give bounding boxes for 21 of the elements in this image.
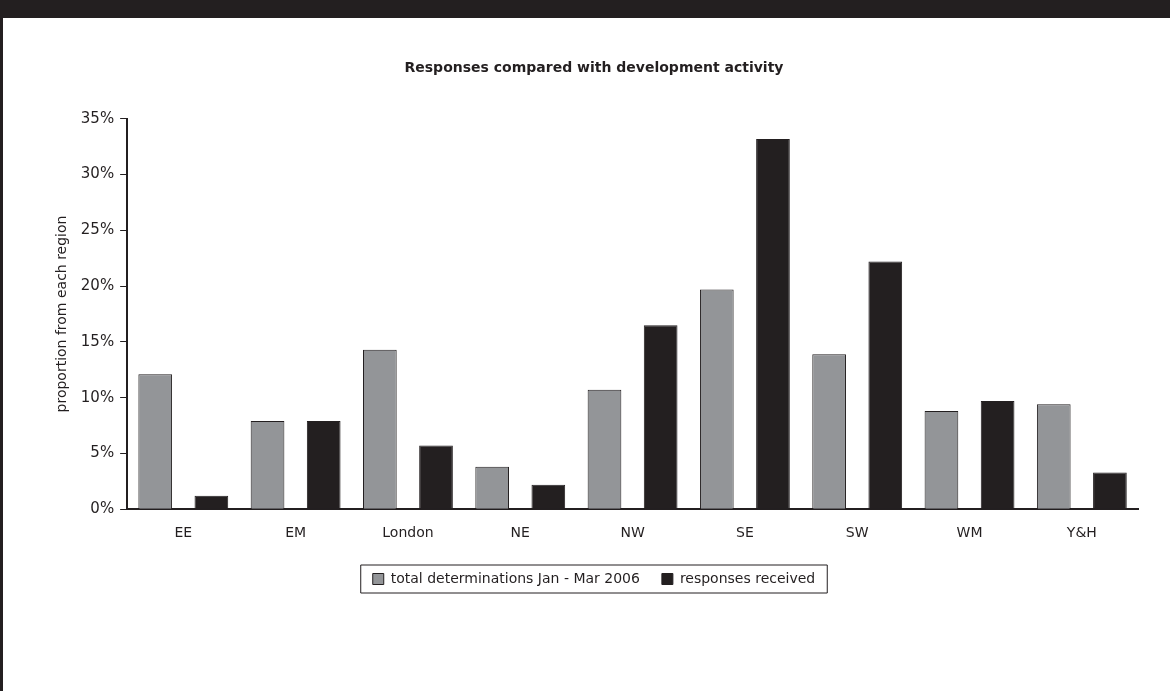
legend-label: responses received [679, 569, 816, 586]
chart-title: Responses compared with development activity [404, 59, 784, 76]
x-tick-label: London [382, 524, 434, 541]
x-tick-label: EE [174, 524, 193, 541]
y-tick-label: 0% [90, 499, 115, 518]
y-tick-label: 15% [80, 331, 115, 350]
y-tick-label: 10% [80, 387, 115, 406]
x-tick-label: SW [845, 524, 869, 541]
y-axis-title: proportion from each region [53, 215, 70, 413]
y-tick-label: 30% [80, 164, 115, 183]
legend-label: total determinations Jan - Mar 2006 [390, 569, 640, 586]
x-tick-label: EM [285, 524, 307, 541]
y-tick-label: 25% [80, 220, 115, 239]
y-tick-label: 5% [90, 443, 115, 462]
x-tick-label: Y&H [1065, 524, 1097, 541]
x-tick-label: NE [510, 524, 530, 541]
x-tick-label: NW [620, 524, 645, 541]
x-tick-label: SE [736, 524, 754, 541]
y-tick-label: 35% [80, 108, 115, 127]
x-tick-label: WM [956, 524, 983, 541]
y-tick-label: 20% [80, 276, 115, 294]
